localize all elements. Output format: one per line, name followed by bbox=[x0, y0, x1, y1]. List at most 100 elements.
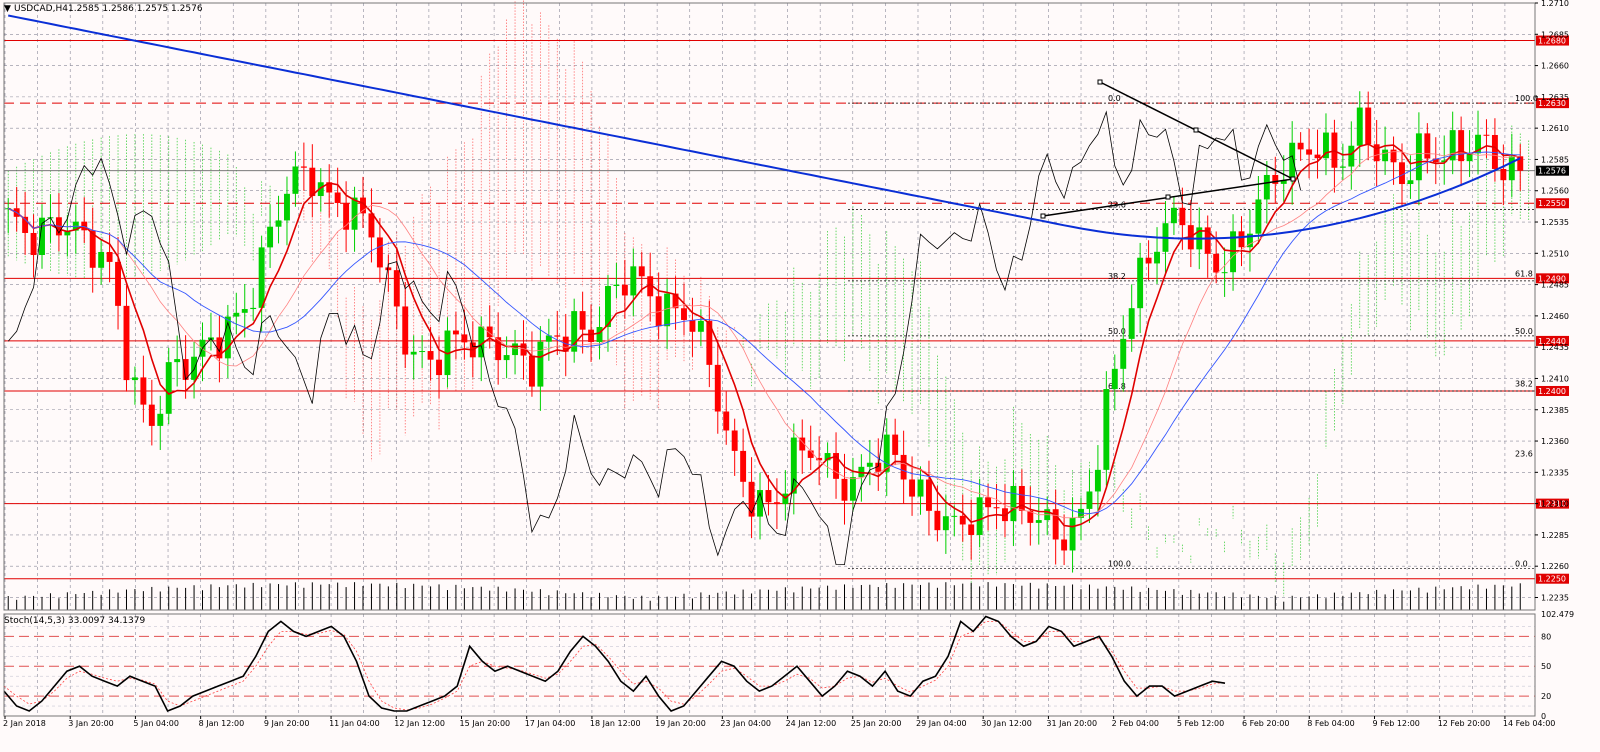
candle-body bbox=[233, 312, 240, 317]
price-tick-label: 1.2535 bbox=[1541, 218, 1569, 227]
candle-body bbox=[216, 337, 223, 359]
level-price-tag bbox=[1536, 573, 1569, 584]
candle-body bbox=[461, 334, 468, 343]
candle-body bbox=[131, 377, 138, 381]
candle-body bbox=[1407, 180, 1414, 185]
long-ma-line bbox=[8, 14, 1521, 240]
volume-bars bbox=[7, 582, 1521, 610]
time-tick-label: 8 Feb 04:00 bbox=[1307, 719, 1354, 728]
candle-body bbox=[1348, 145, 1355, 167]
candle-body bbox=[807, 450, 814, 458]
time-tick-label: 11 Jan 04:00 bbox=[329, 719, 380, 728]
time-tick-label: 25 Jan 20:00 bbox=[851, 719, 902, 728]
ma-fast-line bbox=[7, 143, 1521, 528]
candle-body bbox=[993, 507, 1000, 509]
candle-body bbox=[39, 217, 45, 255]
time-tick-label: 3 Jan 20:00 bbox=[68, 719, 114, 728]
candle-body bbox=[1491, 134, 1498, 169]
candle-body bbox=[942, 516, 949, 531]
candle-body bbox=[605, 286, 611, 328]
candle-body bbox=[427, 351, 434, 360]
candle-body bbox=[191, 356, 198, 380]
time-tick-label: 24 Jan 12:00 bbox=[786, 719, 837, 728]
candle-body bbox=[300, 166, 307, 168]
fibo-label: 100.0 bbox=[1515, 94, 1538, 103]
level-price-tag bbox=[1536, 35, 1569, 46]
price-tick-label: 1.2260 bbox=[1541, 562, 1569, 571]
price-tick-label: 1.2635 bbox=[1541, 93, 1569, 102]
candle-body bbox=[1356, 107, 1363, 146]
time-tick-label: 14 Feb 04:00 bbox=[1503, 719, 1555, 728]
candle-body bbox=[1018, 485, 1025, 511]
candle-body bbox=[858, 466, 865, 478]
time-tick-label: 9 Jan 20:00 bbox=[264, 719, 310, 728]
candle-body bbox=[258, 247, 265, 308]
candle-body bbox=[833, 453, 839, 479]
candle-body bbox=[1517, 156, 1524, 171]
level-price-label: 1.2630 bbox=[1538, 99, 1566, 108]
candle-body bbox=[368, 213, 375, 238]
price-tick-label: 1.2585 bbox=[1541, 155, 1569, 164]
candle-body bbox=[1390, 149, 1397, 163]
candle-body bbox=[1475, 134, 1481, 154]
candle-body bbox=[1441, 160, 1448, 163]
candle-body bbox=[841, 478, 848, 501]
candle-body bbox=[1314, 154, 1321, 159]
candle-body bbox=[1297, 142, 1304, 150]
triangle-pattern[interactable] bbox=[1040, 79, 1296, 219]
candle-body bbox=[1399, 162, 1405, 185]
candle-body bbox=[1069, 517, 1076, 551]
candle-body bbox=[444, 330, 451, 376]
candle-body bbox=[926, 479, 932, 511]
chart-menu-icon[interactable]: ▼ bbox=[4, 4, 11, 14]
price-tick-label: 1.2660 bbox=[1541, 62, 1569, 71]
time-tick-label: 30 Jan 12:00 bbox=[981, 719, 1032, 728]
time-tick-label: 18 Jan 12:00 bbox=[590, 719, 641, 728]
candle-body bbox=[545, 335, 552, 342]
candle-body bbox=[1035, 520, 1042, 523]
candle-body bbox=[1424, 133, 1431, 159]
triangle-anchor bbox=[1097, 79, 1103, 85]
time-tick-label: 12 Feb 20:00 bbox=[1438, 719, 1490, 728]
candle-body bbox=[165, 362, 172, 414]
stoch-label: Stoch(14,5,3) 33.0097 34.1379 bbox=[4, 616, 145, 626]
candle-body bbox=[757, 490, 763, 517]
candle-body bbox=[638, 266, 645, 277]
candle-body bbox=[613, 284, 620, 287]
candle-body bbox=[512, 343, 519, 356]
candle-body bbox=[123, 305, 130, 381]
candles bbox=[5, 91, 1524, 573]
price-tick-label: 1.2510 bbox=[1541, 249, 1569, 258]
level-price-label: 1.2550 bbox=[1538, 199, 1566, 208]
candle-body bbox=[486, 326, 493, 338]
candle-body bbox=[1027, 510, 1034, 523]
stoch-tick-label: 50 bbox=[1541, 662, 1551, 671]
time-tick-label: 15 Jan 20:00 bbox=[459, 719, 510, 728]
candle-body bbox=[1094, 469, 1101, 492]
candle-body bbox=[495, 337, 502, 361]
fibo-label: 100.0 bbox=[1108, 560, 1131, 569]
candle-body bbox=[883, 434, 890, 472]
candle-body bbox=[309, 167, 316, 197]
price-tick-label: 1.2410 bbox=[1541, 374, 1569, 383]
level-price-label: 1.2400 bbox=[1538, 387, 1566, 396]
candle-body bbox=[900, 454, 907, 480]
level-price-tag bbox=[1536, 98, 1569, 109]
fibo-label: 23.6 bbox=[1515, 450, 1533, 459]
time-axis: 2 Jan 2018 3 Jan 20:00 5 Jan 04:00 8 Jan 12… bbox=[3, 716, 1555, 728]
stoch-main-line bbox=[3, 615, 1226, 713]
candle-body bbox=[934, 510, 941, 531]
candle-body bbox=[596, 327, 603, 342]
candle-body bbox=[1449, 130, 1456, 161]
time-tick-label: 9 Feb 12:00 bbox=[1372, 719, 1419, 728]
triangle-anchor bbox=[1290, 176, 1296, 182]
time-tick-label: 2 Feb 04:00 bbox=[1112, 719, 1159, 728]
candle-body bbox=[1086, 491, 1093, 509]
candle-body bbox=[1111, 368, 1118, 390]
candle-body bbox=[1263, 174, 1270, 200]
candle-body bbox=[1289, 142, 1296, 181]
fibo-label: 50.0 bbox=[1108, 327, 1126, 336]
level-price-label: 1.2310 bbox=[1538, 500, 1566, 509]
